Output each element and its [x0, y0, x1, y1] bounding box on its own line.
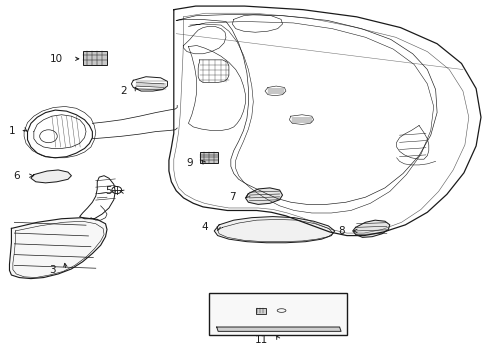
Text: 4: 4 [201, 222, 207, 232]
Text: 5: 5 [105, 186, 112, 197]
Text: 1: 1 [9, 126, 15, 135]
Polygon shape [216, 327, 340, 331]
Bar [255, 308, 266, 314]
Text: 6: 6 [14, 171, 20, 181]
Bar [209, 293, 346, 335]
Text: 2: 2 [120, 86, 126, 96]
Bar [199, 152, 218, 163]
Polygon shape [31, 170, 71, 183]
Text: 10: 10 [50, 54, 63, 64]
Polygon shape [214, 217, 334, 243]
Polygon shape [352, 220, 389, 237]
Text: 8: 8 [337, 226, 344, 236]
Text: 7: 7 [229, 192, 235, 202]
Polygon shape [9, 218, 107, 279]
Text: 3: 3 [49, 265, 55, 275]
Bar [82, 51, 107, 64]
Polygon shape [245, 188, 282, 204]
Text: 9: 9 [186, 158, 193, 168]
Text: 11: 11 [254, 334, 267, 345]
